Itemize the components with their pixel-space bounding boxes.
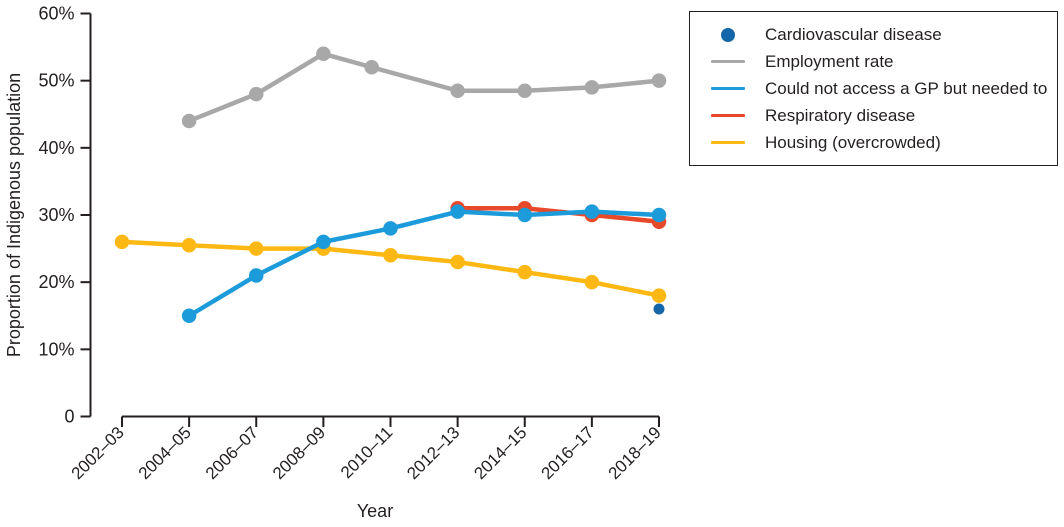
swatch-color <box>711 113 745 118</box>
y-axis-title: Proportion of Indigenous population <box>4 73 24 357</box>
series-marker-could-not-access-a-gp-but-needed-to <box>316 234 331 250</box>
y-tick-label: 20% <box>38 272 74 292</box>
series-line-employment-rate <box>186 51 662 124</box>
legend-dot-swatch <box>711 27 745 42</box>
legend-item-housing-overcrowded: Housing (overcrowded) <box>711 129 1051 156</box>
legend-label: Cardiovascular disease <box>765 25 942 44</box>
legend-line-swatch <box>711 113 745 118</box>
series-marker-housing-overcrowded <box>651 288 667 303</box>
swatch-color <box>711 140 745 145</box>
legend-line-swatch <box>711 140 745 145</box>
legend-item-cardiovascular-disease: Cardiovascular disease <box>711 21 1051 48</box>
series-marker-employment-rate <box>651 73 667 88</box>
series-marker-housing-overcrowded <box>383 248 398 263</box>
legend-item-respiratory-disease: Respiratory disease <box>711 102 1051 129</box>
series-marker-employment-rate <box>249 86 264 102</box>
series-marker-could-not-access-a-gp-but-needed-to <box>249 268 264 283</box>
series-marker-housing-overcrowded <box>249 241 264 256</box>
series-marker-employment-rate <box>584 80 600 95</box>
series-marker-employment-rate <box>316 46 331 62</box>
x-axis-title: Year <box>357 501 393 521</box>
x-tick-label: 2018–19 <box>605 423 665 483</box>
y-tick-label: 40% <box>38 138 74 158</box>
x-tick-label: 2016–17 <box>537 423 597 483</box>
legend-label: Employment rate <box>765 52 894 71</box>
series-line-could-not-access-a-gp-but-needed-to <box>186 209 662 318</box>
series-marker-housing-overcrowded <box>450 254 465 270</box>
series-marker-housing-overcrowded <box>584 274 600 290</box>
legend-line-swatch <box>711 86 745 91</box>
series-marker-could-not-access-a-gp-but-needed-to <box>584 204 600 219</box>
series-marker-could-not-access-a-gp-but-needed-to <box>450 204 465 219</box>
y-tick-label: 30% <box>38 205 74 225</box>
x-tick-label: 2002–03 <box>68 423 128 483</box>
legend-label: Could not access a GP but needed to <box>765 79 1048 98</box>
series-marker-employment-rate <box>181 113 197 129</box>
swatch-color <box>721 27 735 42</box>
series-marker-housing-overcrowded <box>517 264 532 280</box>
series-marker-housing-overcrowded <box>114 234 130 250</box>
x-tick-label: 2006–07 <box>202 423 262 483</box>
y-tick-label: 50% <box>38 71 74 91</box>
y-tick-label: 60% <box>38 4 74 24</box>
x-tick-label: 2014–15 <box>470 423 530 483</box>
x-tick-label: 2012–13 <box>403 423 463 483</box>
series-marker-could-not-access-a-gp-but-needed-to <box>517 207 532 223</box>
series-marker-could-not-access-a-gp-but-needed-to <box>651 207 667 223</box>
legend-line-swatch <box>711 59 745 64</box>
series-marker-employment-rate <box>517 83 532 98</box>
series-marker-could-not-access-a-gp-but-needed-to <box>383 221 398 236</box>
legend-item-could-not-access-a-gp-but-needed-to: Could not access a GP but needed to <box>711 75 1051 102</box>
legend: Cardiovascular disease Employment rate Cou… <box>689 11 1058 166</box>
series-marker-employment-rate <box>364 59 379 75</box>
swatch-color <box>711 86 745 91</box>
series-marker-could-not-access-a-gp-but-needed-to <box>181 308 197 323</box>
legend-label: Respiratory disease <box>765 106 916 125</box>
swatch-color <box>711 59 745 64</box>
x-tick-label: 2010–11 <box>337 423 396 482</box>
series-marker-cardiovascular-disease <box>653 303 665 315</box>
x-tick-label: 2008–09 <box>269 423 329 483</box>
series-marker-employment-rate <box>450 83 465 98</box>
legend-label: Housing (overcrowded) <box>765 133 941 152</box>
y-tick-label: 0 <box>64 407 74 427</box>
y-tick-label: 10% <box>38 339 74 359</box>
series-marker-housing-overcrowded <box>181 237 197 253</box>
legend-item-employment-rate: Employment rate <box>711 48 1051 75</box>
x-tick-label: 2004–05 <box>135 423 195 483</box>
